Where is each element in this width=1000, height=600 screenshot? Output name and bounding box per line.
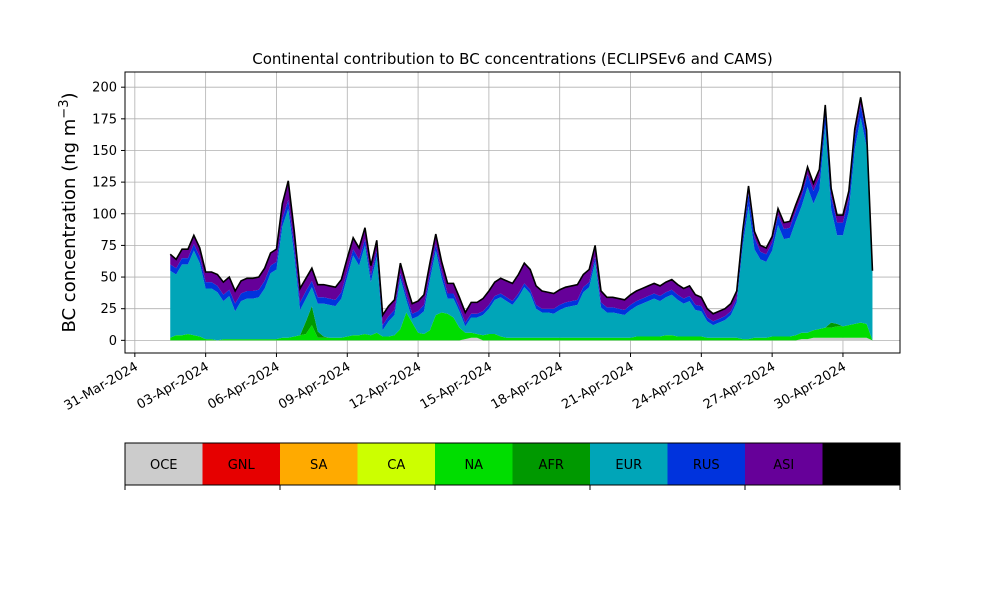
y-tick-label: 125 (92, 176, 117, 191)
legend-swatch-gnl (202, 443, 280, 485)
x-tick-label: 24-Apr-2024 (630, 359, 707, 412)
legend-swatch-sa (280, 443, 358, 485)
y-tick-label: 50 (100, 271, 117, 286)
x-tick-label: 30-Apr-2024 (772, 359, 849, 412)
x-tick-label: 18-Apr-2024 (489, 359, 566, 412)
x-tick-label: 03-Apr-2024 (135, 359, 212, 412)
total-outline (169, 97, 874, 318)
y-axis-label: BC concentration (ng m−3) (57, 92, 81, 332)
legend-swatch-aus (822, 443, 900, 485)
legend-label: ASI (773, 458, 794, 473)
legend-frame (124, 442, 901, 486)
y-tick-label: 200 (92, 81, 117, 96)
y-tick-label: 0 (109, 334, 117, 349)
y-tick-label: 100 (92, 207, 117, 222)
y-tick-label: 175 (92, 112, 117, 127)
legend-label: AUS (848, 458, 875, 473)
legend-label: RUS (693, 458, 720, 473)
legend-swatch-ca (357, 443, 435, 485)
area-oce (170, 337, 873, 341)
x-tick-label: 31-Mar-2024 (62, 359, 141, 413)
y-tick-label: 150 (92, 144, 117, 159)
legend-label: SA (310, 458, 327, 473)
y-axis-label-close: ) (59, 92, 80, 99)
legend-swatch-afr (512, 443, 590, 485)
chart-title: Continental contribution to BC concentra… (252, 50, 773, 68)
legend-label: NA (464, 458, 483, 473)
x-axis: 31-Mar-202403-Apr-202406-Apr-202409-Apr-… (62, 353, 849, 414)
legend-swatch-oce (125, 443, 203, 485)
x-tick-label: 15-Apr-2024 (418, 359, 495, 412)
x-tick-label: 27-Apr-2024 (701, 359, 778, 412)
y-tick-label: 75 (100, 239, 117, 254)
legend-label: AFR (539, 458, 564, 473)
x-tick-label: 12-Apr-2024 (347, 359, 424, 412)
plot-frame (124, 71, 901, 354)
x-tick-label: 21-Apr-2024 (559, 359, 636, 412)
legend-label: CA (387, 458, 405, 473)
legend-swatch-rus (667, 443, 745, 485)
area-na (170, 312, 873, 341)
area-asi (170, 97, 873, 326)
y-axis: 0 25 50 75 100 125 150 175 200 (92, 81, 125, 349)
x-tick-label: 06-Apr-2024 (205, 359, 282, 412)
x-tick-label: 09-Apr-2024 (276, 359, 353, 412)
y-axis-label-unit-exponent: −3 (57, 100, 72, 119)
area-eur (170, 117, 873, 341)
legend-swatch-asi (745, 443, 823, 485)
area-series (170, 97, 873, 341)
legend-colorbar: OCE GNL SA CA NA AFR EUR RUS ASI AUS (124, 442, 901, 490)
legend-label: OCE (150, 458, 178, 473)
y-axis-label-main: BC concentration (ng m (59, 119, 80, 333)
legend-swatch-na (435, 443, 513, 485)
legend-swatch-eur (590, 443, 668, 485)
y-tick-label: 25 (100, 302, 117, 317)
legend-label: EUR (615, 458, 642, 473)
legend-label: GNL (228, 458, 256, 473)
area-afr (170, 306, 873, 341)
